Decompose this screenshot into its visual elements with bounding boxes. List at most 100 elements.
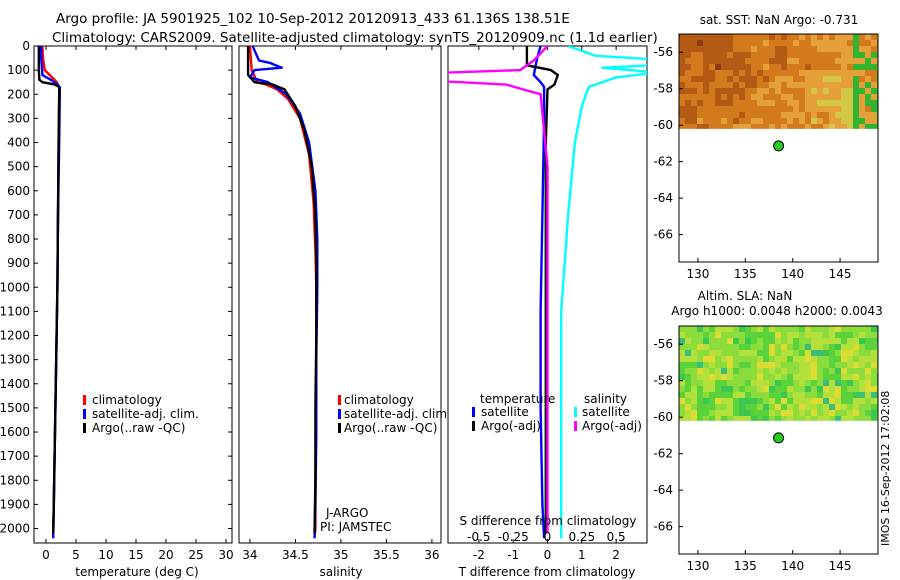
map-cell [865, 392, 871, 398]
map-cell [745, 356, 751, 362]
map-cell [835, 380, 841, 386]
map-cell [721, 332, 727, 338]
map-cell [697, 40, 703, 46]
figure-title-line2: Climatology: CARS2009. Satellite-adjuste… [52, 30, 658, 46]
x-tick-label: 20 [158, 548, 173, 562]
map-cell [709, 326, 715, 332]
y-tick-label: -62 [653, 447, 673, 461]
map-cell [757, 368, 763, 374]
map-cell [871, 112, 877, 118]
map-cell [781, 106, 787, 112]
legend-swatch-argo [83, 423, 86, 433]
map-cell [841, 82, 847, 88]
map-cell [685, 94, 691, 100]
map-cell [829, 40, 835, 46]
map-cell [751, 124, 757, 129]
map-cell [739, 124, 745, 129]
sla-map-panel: 130 135 140 145 -56 -58 -60 -62 -64 -66 [653, 325, 879, 573]
map-cell [733, 362, 739, 368]
map-cell [853, 94, 859, 100]
map-cell [685, 106, 691, 112]
y-tick-label: -62 [653, 155, 673, 169]
map-cell [751, 76, 757, 82]
map-cell [769, 118, 775, 124]
sla-map-title-line1: Altim. SLA: NaN [698, 289, 793, 303]
map-cell [769, 100, 775, 106]
map-cell [691, 76, 697, 82]
x-tick-label: 5 [72, 548, 80, 562]
map-cell [847, 106, 853, 112]
map-cell [691, 392, 697, 398]
map-cell [829, 46, 835, 52]
map-cell [859, 374, 865, 380]
map-cell [739, 106, 745, 112]
map-cell [709, 88, 715, 94]
map-cell [715, 94, 721, 100]
map-cell [691, 374, 697, 380]
map-cell [787, 34, 793, 40]
sst-map-title: sat. SST: NaN Argo: -0.731 [700, 13, 859, 27]
map-frame [678, 33, 879, 263]
map-cell [775, 70, 781, 76]
map-cell [805, 112, 811, 118]
map-cell [781, 392, 787, 398]
map-cell [709, 416, 715, 421]
map-cell [787, 350, 793, 356]
map-cell [853, 344, 859, 350]
map-cell [841, 106, 847, 112]
map-cell [847, 332, 853, 338]
map-cell [793, 46, 799, 52]
map-cell [739, 398, 745, 404]
map-cell [817, 82, 823, 88]
y-tick-label: 600 [7, 184, 30, 198]
map-cell [739, 70, 745, 76]
map-cell [859, 58, 865, 64]
map-cell [817, 350, 823, 356]
salinity-legend: climatology satellite-adj. clim. Argo(..… [338, 393, 451, 435]
map-cell [865, 34, 871, 40]
map-cell [757, 118, 763, 124]
map-cell [799, 58, 805, 64]
map-cell [727, 338, 733, 344]
map-cell [847, 344, 853, 350]
map-cell [727, 416, 733, 421]
map-cell [811, 380, 817, 386]
map-cell [817, 106, 823, 112]
map-cell [865, 338, 871, 344]
map-cell [853, 392, 859, 398]
map-cell [841, 118, 847, 124]
map-cell [727, 88, 733, 94]
map-cell [805, 398, 811, 404]
map-cell [751, 112, 757, 118]
map-cell [769, 326, 775, 332]
map-cell [763, 70, 769, 76]
map-cell [721, 374, 727, 380]
map-cell [865, 410, 871, 416]
footer-timestamp: IMOS 16-Sep-2012 17:02:08 [879, 391, 892, 546]
map-cell [745, 350, 751, 356]
map-cell [859, 326, 865, 332]
figure-title-line1: Argo profile: JA 5901925_102 10-Sep-2012… [56, 11, 570, 27]
map-cell [841, 344, 847, 350]
map-cell [715, 34, 721, 40]
y-tick-label: 1200 [0, 329, 30, 343]
map-cell [685, 64, 691, 70]
map-cell [709, 374, 715, 380]
map-cell [871, 40, 877, 46]
map-cell [835, 326, 841, 332]
map-cell [733, 40, 739, 46]
map-cell [763, 52, 769, 58]
map-cell [715, 374, 721, 380]
map-cell [685, 398, 691, 404]
map-cell [757, 58, 763, 64]
map-cell [733, 112, 739, 118]
legend-swatch-sal-satellite [574, 407, 577, 417]
map-cell [757, 374, 763, 380]
map-cell [715, 100, 721, 106]
map-cell [829, 94, 835, 100]
legend-label-temp-satellite: satellite [481, 405, 529, 419]
map-cell [685, 374, 691, 380]
map-cell [751, 106, 757, 112]
map-cell [733, 88, 739, 94]
map-cell [697, 356, 703, 362]
